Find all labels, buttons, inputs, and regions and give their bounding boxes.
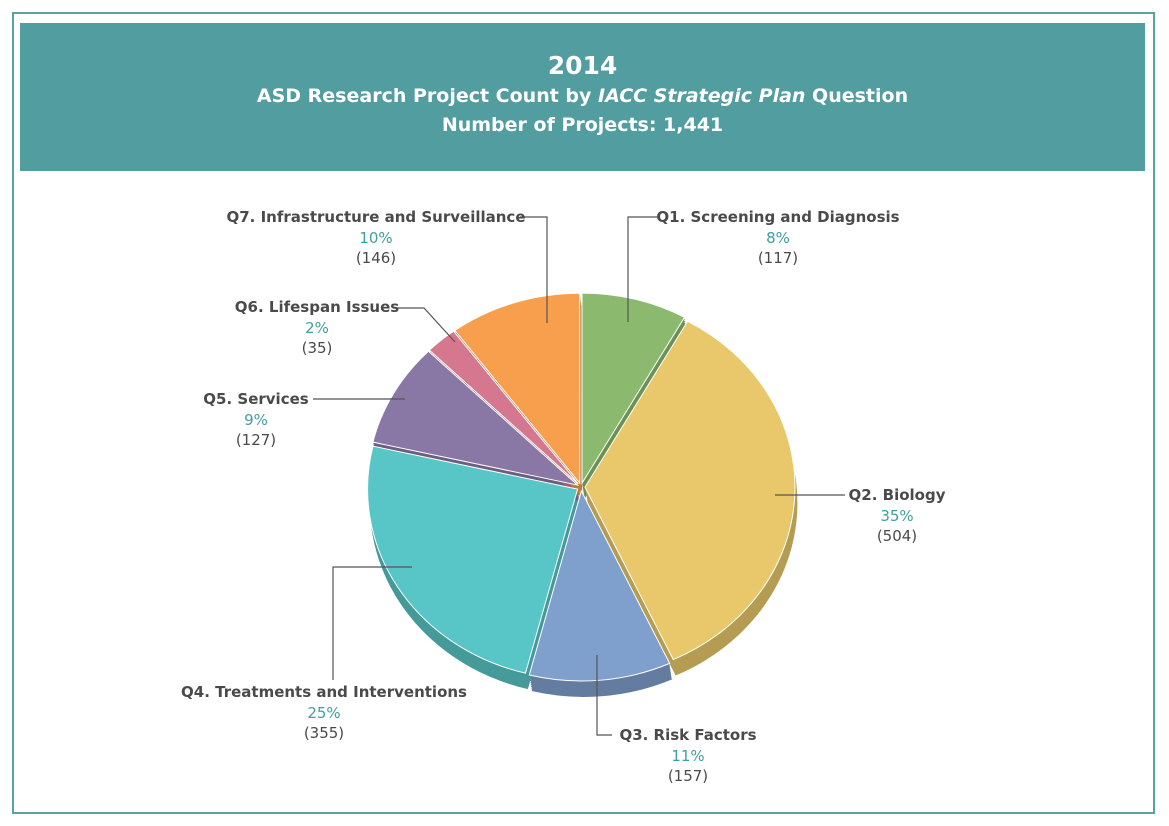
slice-percent: 10% (359, 228, 393, 247)
leader-line-q1 (627, 216, 660, 322)
slice-label-q5: Q5. Services 9% (127) (203, 389, 308, 451)
pie-slice-q4 (367, 445, 579, 674)
project-count: Number of Projects: 1,441 (441, 114, 724, 136)
subtitle-text: ASD Research Project Count by (256, 85, 599, 107)
slice-count: (146) (355, 249, 397, 267)
pie-slice-q2 (584, 320, 796, 661)
slice-count: (355) (303, 724, 345, 742)
slice-name: Q3. Risk Factors (619, 726, 757, 744)
pie-slice-q6 (428, 330, 579, 485)
slice-label-q2: Q2. Biology 35% (504) (849, 485, 946, 547)
slice-count: (157) (667, 767, 709, 785)
slice-name: Q1. Screening and Diagnosis (656, 208, 900, 226)
slice-label-q3: Q3. Risk Factors 11% (157) (619, 725, 756, 787)
pie-slice-q5 (372, 350, 580, 486)
slice-label-q7: Q7. Infrastructure and Surveillance 10% (1… (226, 207, 525, 269)
pie-slice-q1 (581, 292, 686, 485)
chart-subtitle: ASD Research Project Count by IACC Strat… (20, 85, 1145, 107)
slice-label-q1: Q1. Screening and Diagnosis 8% (117) (656, 207, 899, 269)
leader-line-q6 (393, 307, 456, 343)
pie-slice-q3 (528, 489, 671, 682)
slice-name: Q6. Lifespan Issues (234, 298, 400, 316)
chart-header: 2014 ASD Research Project Count by IACC … (20, 23, 1145, 171)
slice-percent: 8% (766, 228, 790, 247)
slice-percent: 9% (244, 410, 268, 429)
slice-count: (117) (757, 249, 799, 267)
slice-name: Q7. Infrastructure and Surveillance (226, 208, 526, 226)
slice-name: Q4. Treatments and Interventions (181, 683, 467, 701)
chart-year: 2014 (547, 51, 618, 80)
slice-count: (127) (235, 431, 277, 449)
subtitle-text-end: Question (805, 85, 909, 107)
slice-label-q6: Q6. Lifespan Issues 2% (35) (235, 297, 399, 359)
slice-count: (35) (301, 339, 333, 357)
leader-line-q4 (332, 566, 412, 680)
leader-line-q3 (596, 655, 612, 736)
chart-frame (12, 12, 1155, 814)
slice-percent: 11% (671, 746, 705, 765)
leader-line-q7 (520, 216, 548, 323)
slice-percent: 2% (305, 318, 329, 337)
pie-slice-q7 (454, 292, 581, 485)
subtitle-italic: IACC Strategic Plan (598, 85, 806, 107)
slice-label-q4: Q4. Treatments and Interventions 25% (355) (181, 682, 467, 744)
slice-name: Q2. Biology (848, 486, 946, 504)
slice-count: (504) (876, 527, 918, 545)
slice-percent: 25% (307, 703, 341, 722)
slice-percent: 35% (880, 506, 914, 525)
slice-name: Q5. Services (203, 390, 309, 408)
